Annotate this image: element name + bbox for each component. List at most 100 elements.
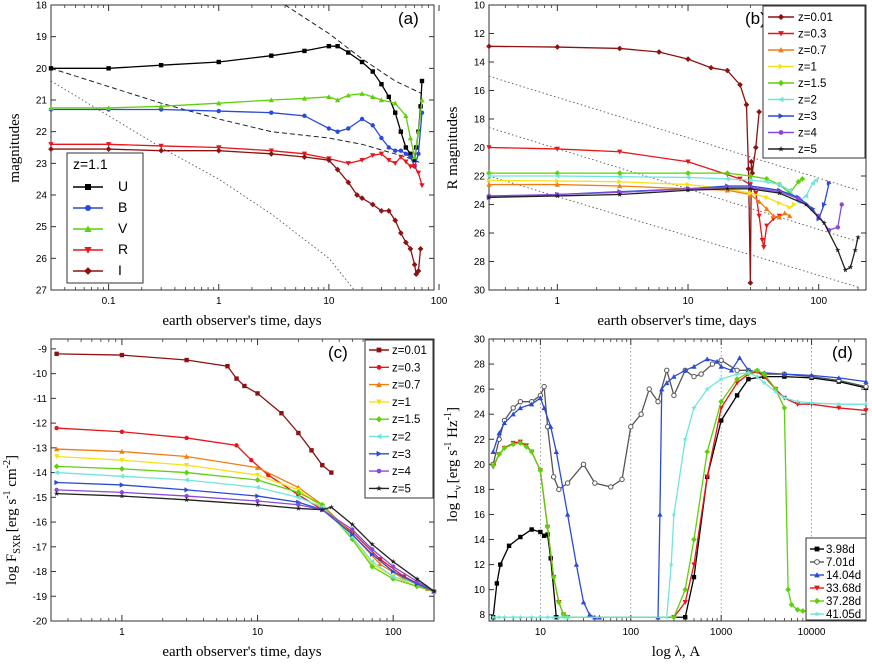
data-point-c-z-1 <box>254 472 261 478</box>
data-point-c-z-3 <box>184 487 190 493</box>
data-point-d-14-04d <box>537 395 544 401</box>
y-tick-label-b: 20 <box>474 143 486 154</box>
legend-marker-d-14-04d <box>814 572 820 578</box>
data-point-d-41-05d <box>772 388 779 394</box>
data-point-b-z-1 <box>764 194 770 201</box>
data-point-d-14-04d <box>736 355 743 360</box>
data-point-a-u <box>335 43 340 49</box>
data-point-d-3-98d <box>506 543 512 548</box>
data-point-c-z-0-01 <box>54 351 59 357</box>
legend-marker-d-37-28d <box>813 597 821 605</box>
data-point-b-z-4 <box>835 225 841 230</box>
data-point-a-v <box>301 95 308 101</box>
legend-label-b-z-0-3: z=0.3 <box>798 29 826 41</box>
data-point-a-b <box>335 129 340 134</box>
data-point-a-i <box>301 154 308 160</box>
data-point-d-41-05d <box>781 395 788 401</box>
data-point-d-7-01d <box>709 361 716 367</box>
data-point-d-41-05d <box>556 614 562 620</box>
data-point-b-z-5 <box>776 190 783 196</box>
data-point-a-r <box>378 151 385 157</box>
series-line-d-14-04d <box>492 356 867 618</box>
data-point-b-z-0-7 <box>486 181 492 187</box>
data-point-a-b <box>359 116 365 122</box>
data-point-d-7-01d <box>628 424 634 430</box>
legend-marker-a-u <box>85 184 91 190</box>
y-tick-label-b: 10 <box>474 1 486 12</box>
data-point-b-z-0-3 <box>685 159 691 165</box>
x-tick-label-d: 10000 <box>798 627 826 638</box>
legend-marker-a-r <box>84 247 92 254</box>
legend-title-a: z=1.1 <box>73 156 108 172</box>
data-point-c-z-0-7 <box>119 448 125 454</box>
legend-label-b-z-4: z=4 <box>798 128 817 140</box>
data-point-b-z-0-01 <box>743 101 750 108</box>
data-point-d-41-05d <box>668 561 674 567</box>
data-point-b-z-0-01 <box>756 109 762 115</box>
data-point-d-41-05d <box>754 373 760 379</box>
y-tick-label-b: 18 <box>474 115 486 126</box>
legend-label-c-z-4: z=4 <box>392 466 411 478</box>
legend-label-b-z-5: z=5 <box>798 144 817 156</box>
y-tick-label-c: -20 <box>33 617 48 628</box>
data-point-c-z-0-01 <box>309 448 314 453</box>
data-point-b-z-5 <box>803 201 809 207</box>
data-point-b-z-1 <box>787 204 793 210</box>
legend-marker-a-b <box>85 205 91 211</box>
data-point-b-z-1 <box>748 190 754 196</box>
data-point-c-z-0-7 <box>183 453 190 459</box>
data-point-c-z-5 <box>414 576 420 582</box>
y-tick-label-d: 10 <box>474 585 486 596</box>
data-point-d-37-28d <box>490 462 496 469</box>
data-point-c-z-1-5 <box>295 489 302 496</box>
data-point-d-7-01d <box>580 461 587 468</box>
data-point-b-z-2 <box>787 187 792 193</box>
data-point-a-v <box>392 100 398 106</box>
data-point-a-u <box>386 94 392 100</box>
data-point-d-37-28d <box>517 440 524 446</box>
x-tick-label-d: 100 <box>622 627 639 638</box>
data-point-a-b <box>416 151 421 157</box>
y-tick-label-c: -19 <box>33 592 48 603</box>
data-point-d-41-05d <box>682 436 688 442</box>
data-point-b-z-0-01 <box>708 64 714 71</box>
legend-marker-c-z-0-3 <box>376 364 382 370</box>
data-point-d-37-28d <box>734 376 740 382</box>
data-point-d-7-01d <box>564 480 571 486</box>
data-point-b-z-2 <box>685 174 691 181</box>
data-point-a-i <box>392 217 399 224</box>
data-point-d-3-98d <box>734 393 740 398</box>
data-point-c-z-2 <box>254 484 260 491</box>
data-point-a-v <box>334 97 341 103</box>
data-point-a-v <box>216 100 222 106</box>
data-point-d-14-04d <box>657 511 663 517</box>
data-point-a-r <box>359 157 365 163</box>
legend-marker-b-z-0-7 <box>778 47 784 53</box>
data-point-b-z-5 <box>554 193 561 199</box>
data-point-b-z-2 <box>724 176 730 182</box>
legend-marker-b-z-3 <box>778 113 784 119</box>
legend-label-b-z-1-5: z=1.5 <box>798 78 826 90</box>
data-point-a-v <box>403 113 409 119</box>
data-point-b-z-2 <box>617 174 622 180</box>
y-tick-label-a: 21 <box>36 96 48 107</box>
dotted-reference-line-b <box>488 75 859 191</box>
x-tick-label-b: 100 <box>810 296 827 307</box>
data-point-a-b <box>216 108 221 114</box>
legend-marker-b-z-2 <box>778 96 784 103</box>
data-point-d-7-01d <box>510 405 516 411</box>
data-point-d-14-04d <box>808 372 815 378</box>
data-point-b-z-0-01 <box>737 81 743 88</box>
data-point-a-r <box>268 148 274 154</box>
data-point-b-z-0-3 <box>753 190 759 196</box>
y-tick-label-a: 26 <box>36 254 48 265</box>
dashed-reference-line-a <box>284 4 423 95</box>
y-axis-label-a: magnitudes <box>7 113 23 182</box>
legend-marker-c-z-5 <box>376 485 382 491</box>
data-point-c-z-0-01 <box>320 462 325 468</box>
data-point-a-i <box>215 147 222 154</box>
data-point-a-r <box>398 154 404 160</box>
y-tick-label-a: 18 <box>36 1 48 12</box>
y-tick-label-a: 22 <box>36 127 48 138</box>
data-point-a-i <box>385 207 392 214</box>
